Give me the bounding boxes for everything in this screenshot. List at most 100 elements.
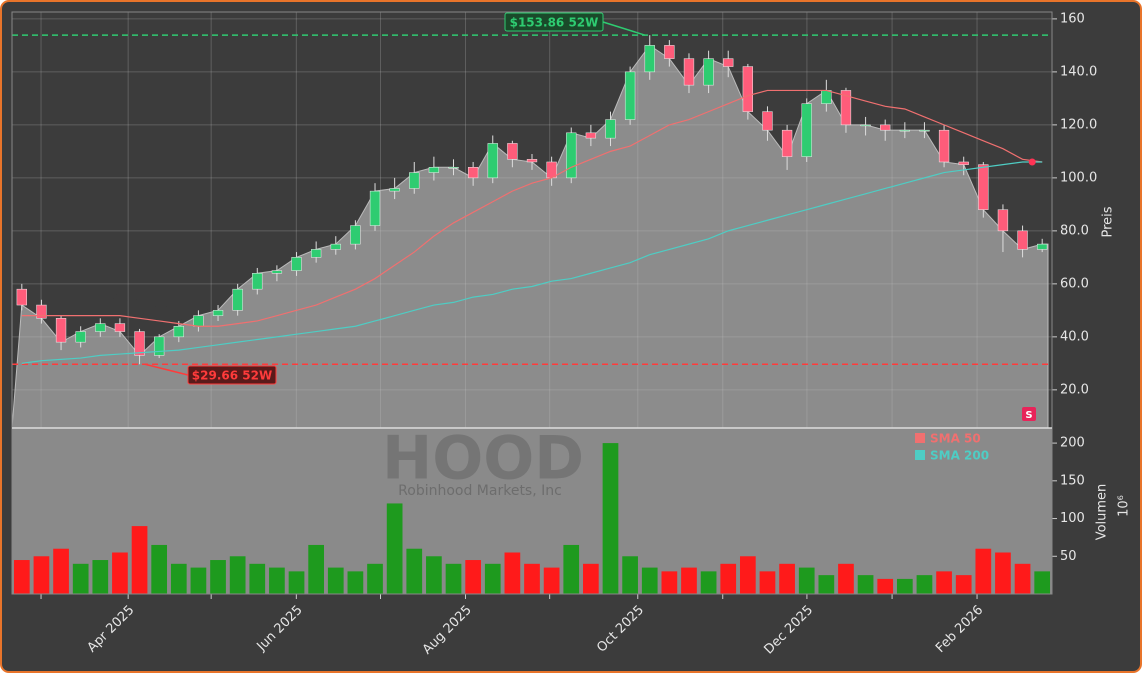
volume-bar xyxy=(53,548,69,594)
annotation-arrow xyxy=(144,363,189,376)
candle-body xyxy=(36,304,47,319)
candle-body xyxy=(585,132,597,139)
y-tick-label: 20.0 xyxy=(1060,382,1089,397)
y-axis-label: Volumen xyxy=(1095,484,1110,541)
y-tick-label: 100.0 xyxy=(1060,170,1097,185)
candle-body xyxy=(899,129,910,132)
candle-body xyxy=(703,58,714,86)
candle-body xyxy=(919,129,930,132)
candle-body xyxy=(16,288,27,306)
annotation-label: $29.66 52W xyxy=(192,369,272,383)
volume-bar xyxy=(779,563,795,594)
candle-body xyxy=(330,243,341,250)
y-tick-label: 60.0 xyxy=(1060,276,1089,291)
volume-bar xyxy=(602,443,619,594)
sma-line xyxy=(21,89,1043,327)
volume-bar xyxy=(543,567,560,594)
annotation-box xyxy=(504,12,604,32)
volume-bar xyxy=(857,575,874,594)
volume-bar xyxy=(622,556,638,594)
candle-body xyxy=(350,225,361,245)
volume-bar xyxy=(1014,563,1031,594)
volume-bar xyxy=(484,563,501,594)
candle-body xyxy=(742,66,754,112)
volume-bar xyxy=(661,571,678,594)
candle-body xyxy=(75,331,86,343)
volume-bar xyxy=(445,563,462,594)
volume-bar xyxy=(13,560,30,594)
candle-body xyxy=(95,323,106,332)
volume-bar xyxy=(1034,571,1051,594)
volume-bar xyxy=(308,544,324,594)
candle-body xyxy=(1037,243,1048,250)
volume-bar xyxy=(504,552,521,594)
volume-bar xyxy=(877,578,894,594)
volume-bar xyxy=(465,560,481,594)
volume-bar xyxy=(386,503,403,594)
candle-body xyxy=(978,164,989,210)
annotation-label: $153.86 52W xyxy=(510,16,599,30)
candle-body xyxy=(664,45,675,59)
volume-bar xyxy=(33,556,50,594)
candle-body xyxy=(467,167,479,179)
volume-bar xyxy=(641,567,658,594)
watermark-company: Robinhood Markets, Inc xyxy=(398,483,562,499)
candle-body xyxy=(1017,230,1028,250)
volume-bar xyxy=(347,571,364,594)
volume-bar xyxy=(896,578,913,594)
candle-body xyxy=(683,58,695,86)
candle-body xyxy=(389,188,400,192)
volume-bar xyxy=(151,544,168,594)
candle-body xyxy=(821,90,832,104)
volume-bar xyxy=(524,563,540,594)
candle-body xyxy=(291,257,302,271)
volume-bar xyxy=(916,575,933,594)
y-tick-label: 80.0 xyxy=(1060,223,1089,238)
y-tick-label: 40.0 xyxy=(1060,329,1089,344)
volume-bar xyxy=(170,563,187,594)
candle-body xyxy=(801,103,812,157)
y-tick-label: 120.0 xyxy=(1060,117,1097,132)
volume-bar xyxy=(818,575,835,594)
signal-marker-box xyxy=(1022,407,1036,421)
volume-bar xyxy=(955,575,972,594)
candle-body xyxy=(448,167,459,169)
candle-body xyxy=(880,124,891,131)
legend-swatch xyxy=(915,433,925,443)
volume-bar xyxy=(838,563,854,594)
volume-bar xyxy=(229,556,246,594)
candle-body xyxy=(232,288,243,311)
candle-body xyxy=(860,124,871,127)
volume-bar xyxy=(740,556,756,594)
candle-body xyxy=(114,323,126,332)
annotation-arrow xyxy=(602,21,646,36)
volume-bar xyxy=(426,556,442,594)
y-tick-label: 140.0 xyxy=(1060,64,1097,79)
candle-body xyxy=(428,167,440,173)
legend-label: SMA 200 xyxy=(930,449,989,463)
signal-marker: S xyxy=(1025,410,1032,421)
volume-bar xyxy=(327,567,344,594)
volume-bar xyxy=(92,560,109,594)
volume-bar xyxy=(112,552,128,594)
candle-body xyxy=(723,58,734,67)
candle-body xyxy=(644,45,655,73)
volume-bar xyxy=(583,563,599,594)
volume-bar xyxy=(72,563,89,594)
y-tick-label: 160 xyxy=(1060,11,1085,26)
volume-bar xyxy=(700,571,717,594)
candle-body xyxy=(369,190,381,226)
legend-swatch xyxy=(915,450,925,460)
plot-border xyxy=(11,11,1053,595)
candle-body xyxy=(507,143,518,160)
volume-bar xyxy=(367,563,383,594)
y-axis-label: Preis xyxy=(1101,206,1116,237)
volume-bar xyxy=(288,571,305,594)
candle-body xyxy=(310,249,322,258)
volume-bar xyxy=(936,571,952,594)
candle-body xyxy=(252,273,263,290)
candle-body xyxy=(958,161,969,165)
volume-bar xyxy=(759,571,776,594)
